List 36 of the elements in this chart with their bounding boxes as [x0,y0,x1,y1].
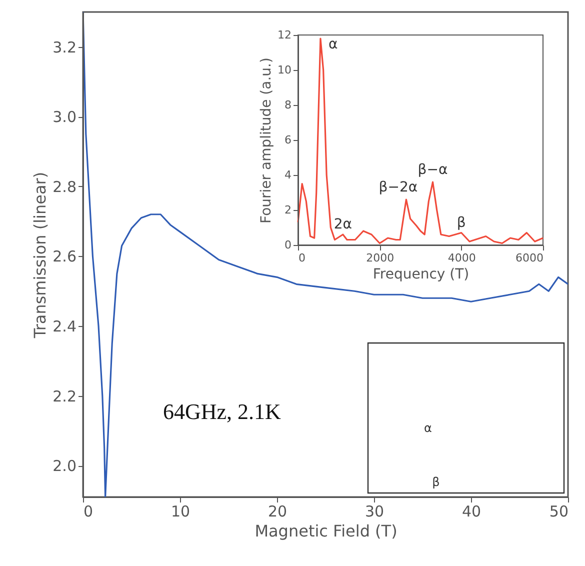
x-tick-label: 30 [364,502,384,520]
x-axis-title: Frequency (T) [372,266,470,282]
x-tick-label: 50 [549,502,568,520]
y-tick-label: 12 [278,28,292,42]
y-tick-label: 4 [284,168,292,182]
x-tick-label: 0 [84,502,94,520]
y-tick-label: 0 [284,238,292,252]
x-tick-label: 0 [298,252,306,264]
x-axis-title: Magnetic Field (T) [254,522,398,540]
x-tick-label: 4000 [448,252,476,264]
annotation: β−2α [378,180,418,196]
y-tick-label: 2.2 [52,387,76,406]
y-tick-label: 6 [284,134,292,146]
annotation: 64GHz, 2.1K [163,399,282,424]
annotation: α [424,421,432,435]
y-tick-label: 8 [284,98,292,112]
y-tick-label: 2.8 [52,178,76,196]
annotation: 2α [334,216,352,232]
y-tick-label: 2 [284,204,292,216]
x-tick-label: 20 [268,502,288,520]
y-tick-label: 3.0 [52,108,76,126]
y-tick-label: 2.0 [52,457,76,476]
annotation: α [328,36,338,52]
annotation: β−α [418,162,448,178]
y-tick-label: 2.6 [52,248,76,266]
y-axis-title: Transmission (linear) [30,172,50,340]
x-tick-label: 40 [462,502,482,520]
x-tick-label: 2000 [366,252,394,264]
x-tick-label: 6000 [516,252,544,264]
annotation: β [432,475,440,489]
y-tick-label: 2.4 [52,318,76,336]
annotation: β [456,214,466,231]
y-tick-label: 3.2 [52,38,76,56]
y-axis-title: Fourier amplitude (a.u.) [258,58,275,224]
y-tick-label: 10 [278,64,292,76]
x-tick-label: 10 [170,502,190,520]
